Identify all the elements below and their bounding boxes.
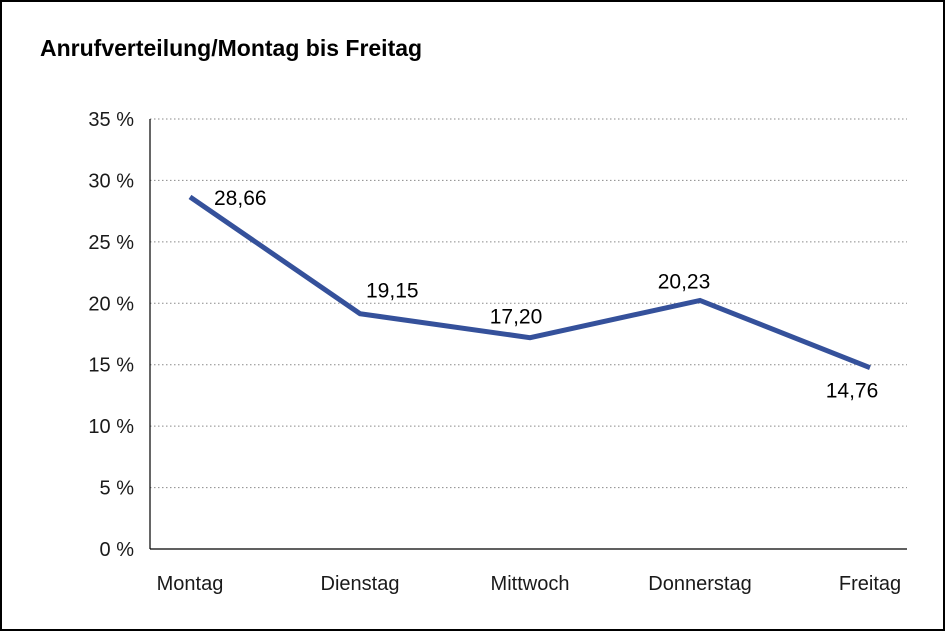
x-category-label: Freitag	[839, 573, 901, 595]
y-tick-label: 15 %	[88, 355, 134, 377]
chart-title: Anrufverteilung/Montag bis Freitag	[40, 35, 423, 61]
x-category-label: Dienstag	[321, 573, 400, 595]
point-value-label: 14,76	[826, 380, 879, 403]
y-tick-label: 0 %	[100, 539, 135, 561]
point-value-label: 28,66	[214, 187, 267, 210]
y-tick-label: 5 %	[100, 478, 135, 500]
x-category-label: Montag	[157, 573, 224, 595]
point-value-label: 17,20	[490, 306, 543, 329]
point-value-label: 20,23	[658, 270, 711, 293]
y-tick-label: 35 %	[88, 109, 134, 131]
y-tick-label: 30 %	[88, 170, 134, 192]
x-category-label: Donnerstag	[648, 573, 751, 595]
series-line	[188, 194, 871, 370]
y-tick-label: 10 %	[88, 416, 134, 438]
point-value-label: 19,15	[366, 280, 419, 303]
y-tick-label: 25 %	[88, 232, 134, 254]
x-category-label: Mittwoch	[491, 573, 570, 595]
y-tick-label: 20 %	[88, 293, 134, 315]
